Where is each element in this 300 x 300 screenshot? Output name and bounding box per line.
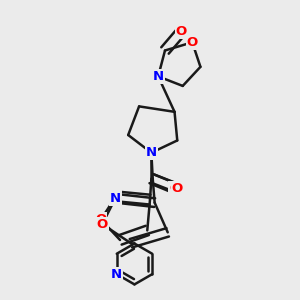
Text: O: O — [169, 182, 180, 195]
Text: O: O — [97, 218, 108, 231]
Text: O: O — [172, 182, 183, 195]
Text: O: O — [187, 36, 198, 49]
Text: O: O — [95, 213, 106, 226]
Text: O: O — [176, 25, 187, 38]
Text: N: N — [146, 146, 157, 159]
Text: N: N — [153, 70, 164, 83]
Text: N: N — [110, 190, 122, 203]
Text: N: N — [110, 192, 121, 205]
Text: N: N — [111, 268, 122, 281]
